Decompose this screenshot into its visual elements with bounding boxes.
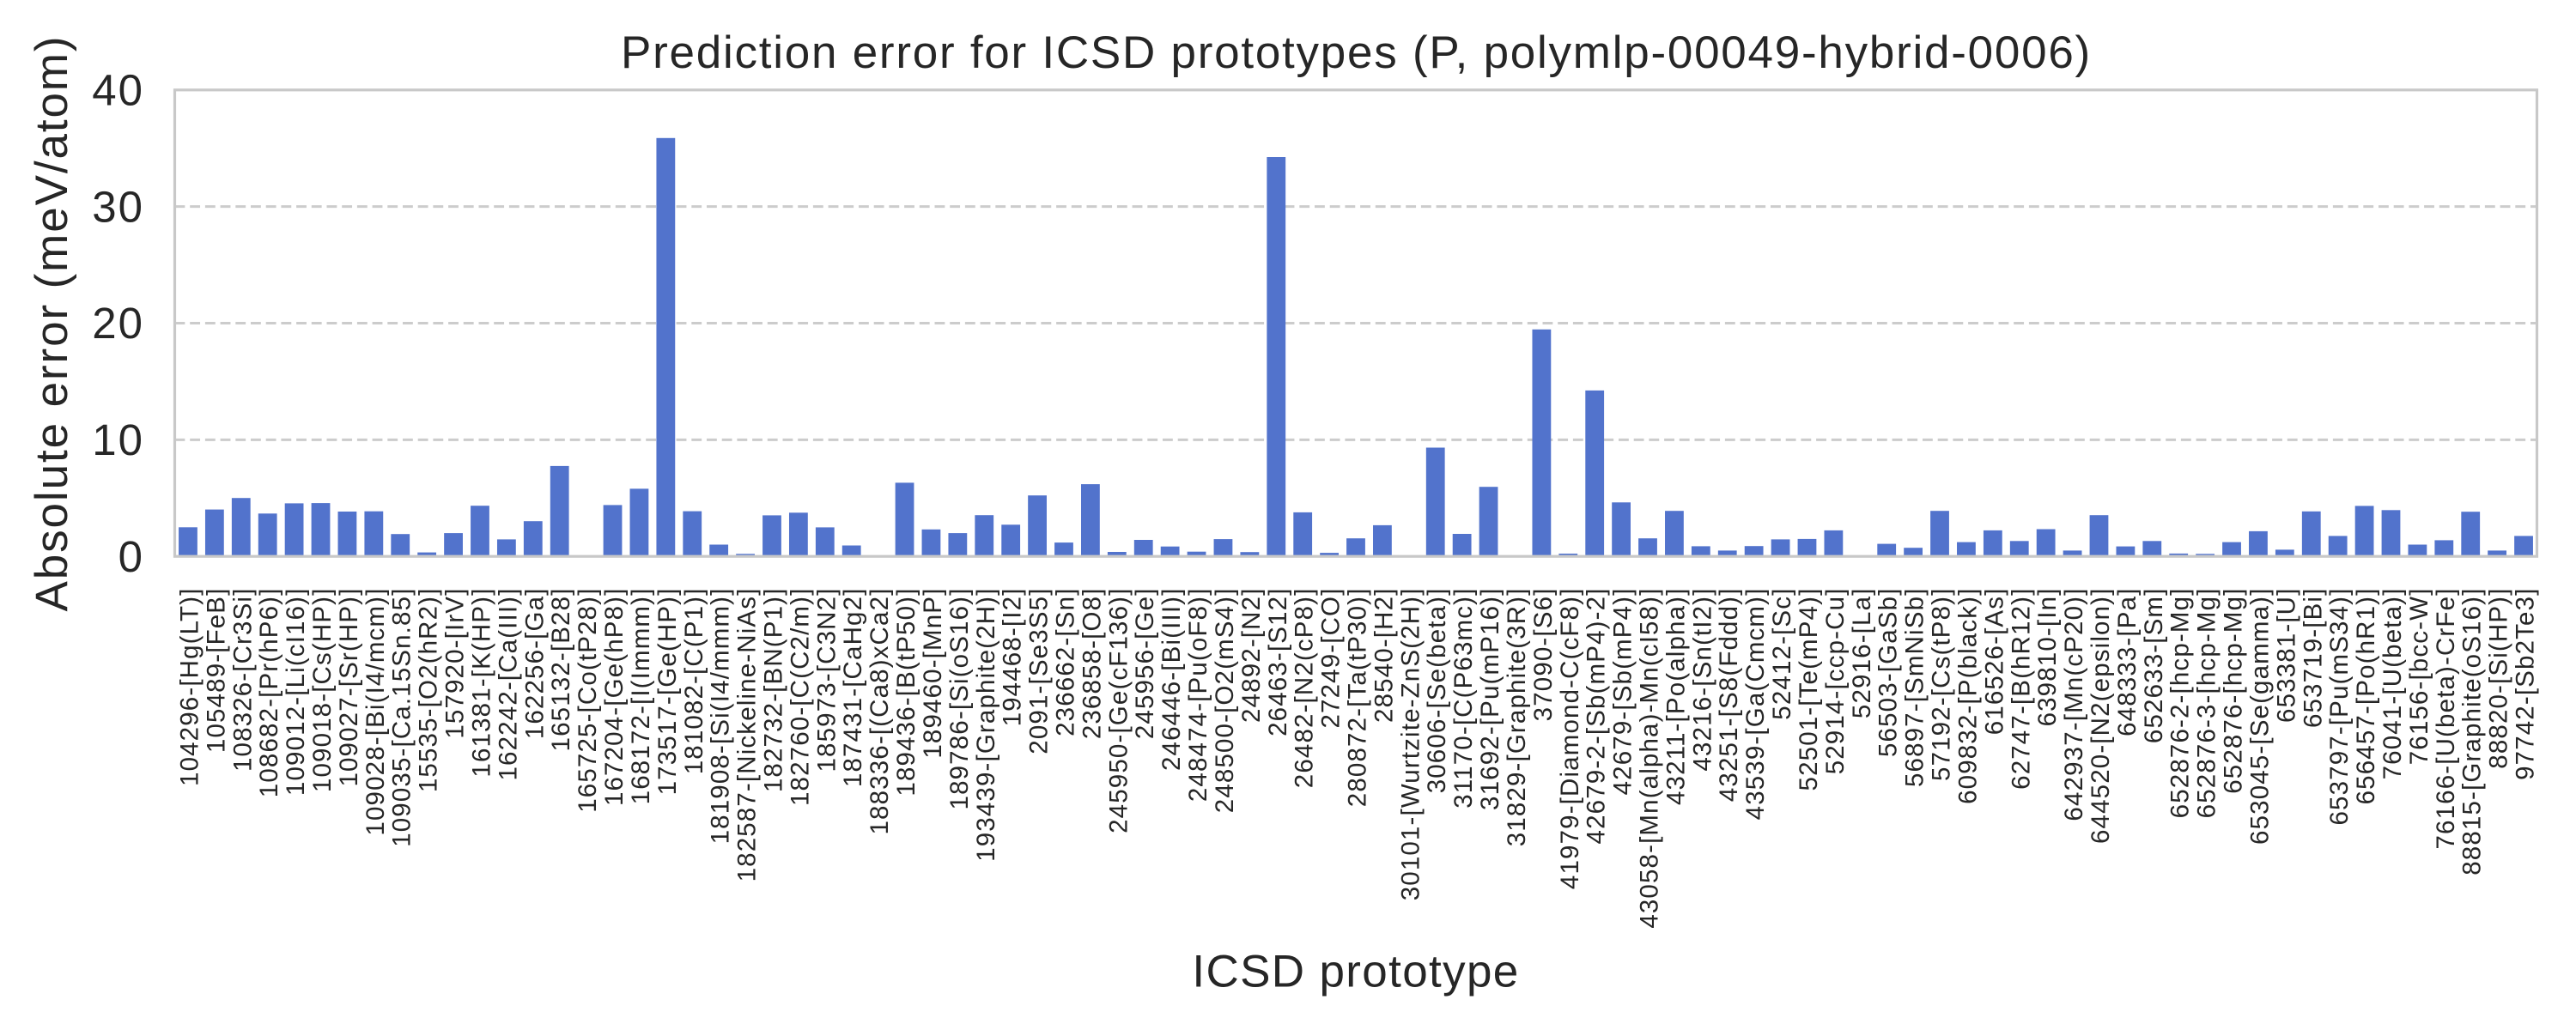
svg-text:42679-[Sb(mP4)]: 42679-[Sb(mP4)] [1609, 588, 1637, 796]
svg-text:157920-[IrV]: 157920-[IrV] [441, 588, 470, 739]
svg-text:41979-[Diamond-C(cF8)]: 41979-[Diamond-C(cF8)] [1556, 588, 1584, 890]
svg-text:108326-[Cr3Si]: 108326-[Cr3Si] [228, 588, 257, 772]
svg-text:248500-[O2(mS4)]: 248500-[O2(mS4)] [1211, 588, 1239, 814]
svg-text:24892-[N2]: 24892-[N2] [1237, 588, 1266, 723]
svg-text:20: 20 [92, 299, 144, 348]
svg-text:161381-[K(HP)]: 161381-[K(HP)] [467, 588, 495, 778]
svg-text:181082-[C(P1)]: 181082-[C(P1)] [680, 588, 708, 775]
svg-text:57192-[Cs(tP8)]: 57192-[Cs(tP8)] [1928, 588, 1956, 781]
svg-text:236858-[O8]: 236858-[O8] [1078, 588, 1106, 740]
svg-text:30606-[Se(beta)]: 30606-[Se(beta)] [1423, 588, 1451, 794]
svg-text:ICSD prototype: ICSD prototype [1192, 947, 1519, 997]
svg-text:656457-[Po(hR1)]: 656457-[Po(hR1)] [2352, 588, 2380, 805]
svg-text:43216-[Sn(tI2)]: 43216-[Sn(tI2)] [1688, 588, 1716, 772]
svg-text:648333-[Pa]: 648333-[Pa] [2113, 588, 2142, 736]
svg-text:642937-[Mn(cP20)]: 642937-[Mn(cP20)] [2060, 588, 2088, 821]
svg-text:109028-[Bi(I4/mcm)]: 109028-[Bi(I4/mcm)] [361, 588, 390, 836]
svg-text:40: 40 [92, 65, 144, 114]
svg-text:167204-[Ge(hP8)]: 167204-[Ge(hP8)] [600, 588, 629, 807]
svg-text:639810-[In]: 639810-[In] [2033, 588, 2062, 727]
svg-text:653381-[U]: 653381-[U] [2272, 588, 2300, 723]
svg-text:31692-[Pu(mP16)]: 31692-[Pu(mP16)] [1476, 588, 1504, 810]
svg-text:193439-[Graphite(2H)]: 193439-[Graphite(2H)] [972, 588, 1000, 862]
svg-text:42679-2-[Sb(mP4)-2]: 42679-2-[Sb(mP4)-2] [1583, 588, 1611, 845]
svg-text:173517-[Ge(HP)]: 173517-[Ge(HP)] [653, 588, 682, 796]
svg-text:652876-2-[hcp-Mg]: 652876-2-[hcp-Mg] [2166, 588, 2195, 819]
svg-text:245956-[Ge]: 245956-[Ge] [1131, 588, 1159, 740]
svg-text:168172-[I(Immm)]: 168172-[I(Immm)] [627, 588, 655, 805]
svg-text:56503-[GaSb]: 56503-[GaSb] [1874, 588, 1903, 757]
svg-text:162242-[Ca(III)]: 162242-[Ca(III)] [494, 588, 522, 781]
svg-text:43058-[Mn(alpha)-Mn(cI58)]: 43058-[Mn(alpha)-Mn(cI58)] [1636, 588, 1664, 929]
svg-text:43539-[Ga(Cmcm)]: 43539-[Ga(Cmcm)] [1741, 588, 1770, 821]
svg-text:30: 30 [92, 182, 144, 231]
svg-text:652633-[Sm]: 652633-[Sm] [2140, 588, 2168, 744]
svg-text:Prediction error for ICSD prot: Prediction error for ICSD prototypes (P,… [621, 27, 2092, 78]
svg-text:182732-[BN(P1)]: 182732-[BN(P1)] [759, 588, 787, 793]
svg-text:165725-[Co(tP28)]: 165725-[Co(tP28)] [574, 588, 602, 813]
svg-text:52916-[La]: 52916-[La] [1848, 588, 1876, 719]
svg-text:189436-[B(tP50)]: 189436-[B(tP50)] [892, 588, 920, 797]
svg-text:76041-[U(beta)]: 76041-[U(beta)] [2379, 588, 2407, 780]
svg-text:88820-[Si(HP)]: 88820-[Si(HP)] [2485, 588, 2513, 769]
svg-text:181908-[Si(I4/mmm)]: 181908-[Si(I4/mmm)] [707, 587, 735, 844]
svg-text:31170-[C(P63mc)]: 31170-[C(P63mc)] [1449, 588, 1478, 809]
svg-text:187431-[CaHg2]: 187431-[CaHg2] [839, 587, 867, 787]
svg-text:27249-[CO]: 27249-[CO] [1317, 588, 1346, 729]
svg-text:248474-[Pu(oF8)]: 248474-[Pu(oF8)] [1184, 588, 1212, 803]
svg-text:236662-[Sn]: 236662-[Sn] [1051, 588, 1079, 736]
svg-text:10: 10 [92, 415, 144, 464]
svg-text:76156-[bcc-W]: 76156-[bcc-W] [2405, 588, 2433, 766]
svg-text:182760-[C(C2/m)]: 182760-[C(C2/m)] [786, 588, 814, 807]
svg-text:43251-[S8(Fddd)]: 43251-[S8(Fddd)] [1715, 588, 1743, 803]
svg-text:2091-[Se3S5]: 2091-[Se3S5] [1025, 588, 1054, 754]
svg-text:165132-[B28]: 165132-[B28] [547, 588, 575, 752]
svg-text:76166-[U(beta)-CrFe]: 76166-[U(beta)-CrFe] [2432, 588, 2460, 850]
svg-text:182587-[Nickeline-NiAs]: 182587-[Nickeline-NiAs] [733, 588, 762, 882]
svg-text:652876-[hcp-Mg]: 652876-[hcp-Mg] [2220, 588, 2248, 794]
svg-text:26482-[N2(cP8)]: 26482-[N2(cP8)] [1291, 588, 1319, 789]
svg-text:185973-[C3N2]: 185973-[C3N2] [812, 588, 841, 772]
svg-text:15535-[O2(hR2)]: 15535-[O2(hR2)] [415, 588, 443, 793]
svg-text:52501-[Te(mP4)]: 52501-[Te(mP4)] [1795, 588, 1823, 791]
svg-text:653719-[Bi]: 653719-[Bi] [2299, 588, 2327, 729]
svg-text:109018-[Cs(HP)]: 109018-[Cs(HP)] [308, 588, 337, 793]
svg-text:28540-[H2]: 28540-[H2] [1370, 588, 1398, 723]
svg-text:246446-[Bi(III)]: 246446-[Bi(III)] [1157, 588, 1186, 772]
svg-text:109027-[Sr(HP)]: 109027-[Sr(HP)] [335, 588, 363, 787]
svg-text:105489-[FeB]: 105489-[FeB] [202, 588, 230, 754]
svg-text:52412-[Sc]: 52412-[Sc] [1768, 588, 1796, 720]
svg-text:189786-[Si(oS16)]: 189786-[Si(oS16)] [945, 588, 974, 810]
svg-text:52914-[ccp-Cu]: 52914-[ccp-Cu] [1821, 588, 1850, 775]
svg-text:108682-[Pr(hP6)]: 108682-[Pr(hP6)] [255, 588, 283, 798]
svg-text:56897-[SmNiSb]: 56897-[SmNiSb] [1901, 588, 1929, 788]
svg-text:43211-[Po(alpha)]: 43211-[Po(alpha)] [1662, 587, 1690, 805]
svg-text:616526-[As]: 616526-[As] [1980, 588, 2008, 736]
svg-text:189460-[MnP]: 189460-[MnP] [919, 588, 947, 759]
svg-text:194468-[I2]: 194468-[I2] [999, 588, 1027, 727]
svg-text:188336-[(Ca8)xCa2]: 188336-[(Ca8)xCa2] [866, 588, 894, 835]
svg-text:109012-[Li(cI16)]: 109012-[Li(cI16)] [282, 588, 310, 797]
svg-text:162256-[Ga]: 162256-[Ga] [520, 588, 549, 740]
svg-text:62747-[B(hR12)]: 62747-[B(hR12)] [2007, 588, 2035, 790]
svg-text:37090-[S6]: 37090-[S6] [1529, 588, 1558, 722]
svg-text:88815-[Graphite(oS16)]: 88815-[Graphite(oS16)] [2458, 588, 2487, 876]
svg-text:Absolute error (meV/atom): Absolute error (meV/atom) [27, 35, 77, 612]
svg-text:109035-[Ca.15Sn.85]: 109035-[Ca.15Sn.85] [388, 588, 416, 847]
svg-text:652876-3-[hcp-Mg]: 652876-3-[hcp-Mg] [2193, 588, 2221, 819]
svg-text:653797-[Pu(mS34)]: 653797-[Pu(mS34)] [2325, 588, 2354, 826]
svg-text:30101-[Wurtzite-ZnS(2H)]: 30101-[Wurtzite-ZnS(2H)] [1396, 588, 1425, 901]
svg-text:26463-[S12]: 26463-[S12] [1264, 588, 1292, 736]
svg-text:245950-[Ge(cF136)]: 245950-[Ge(cF136)] [1104, 588, 1133, 833]
svg-text:280872-[Ta(tP30)]: 280872-[Ta(tP30)] [1344, 588, 1372, 808]
svg-text:653045-[Se(gamma)]: 653045-[Se(gamma)] [2245, 588, 2274, 845]
svg-text:609832-[P(black)]: 609832-[P(black)] [1953, 588, 1982, 804]
svg-text:31829-[Graphite(3R)]: 31829-[Graphite(3R)] [1503, 588, 1531, 847]
svg-text:97742-[Sb2Te3]: 97742-[Sb2Te3] [2512, 588, 2540, 780]
svg-text:644520-[N2(epsilon)]: 644520-[N2(epsilon)] [2087, 588, 2115, 845]
svg-text:104296-[Hg(LT)]: 104296-[Hg(LT)] [175, 588, 204, 787]
svg-text:0: 0 [118, 532, 144, 581]
